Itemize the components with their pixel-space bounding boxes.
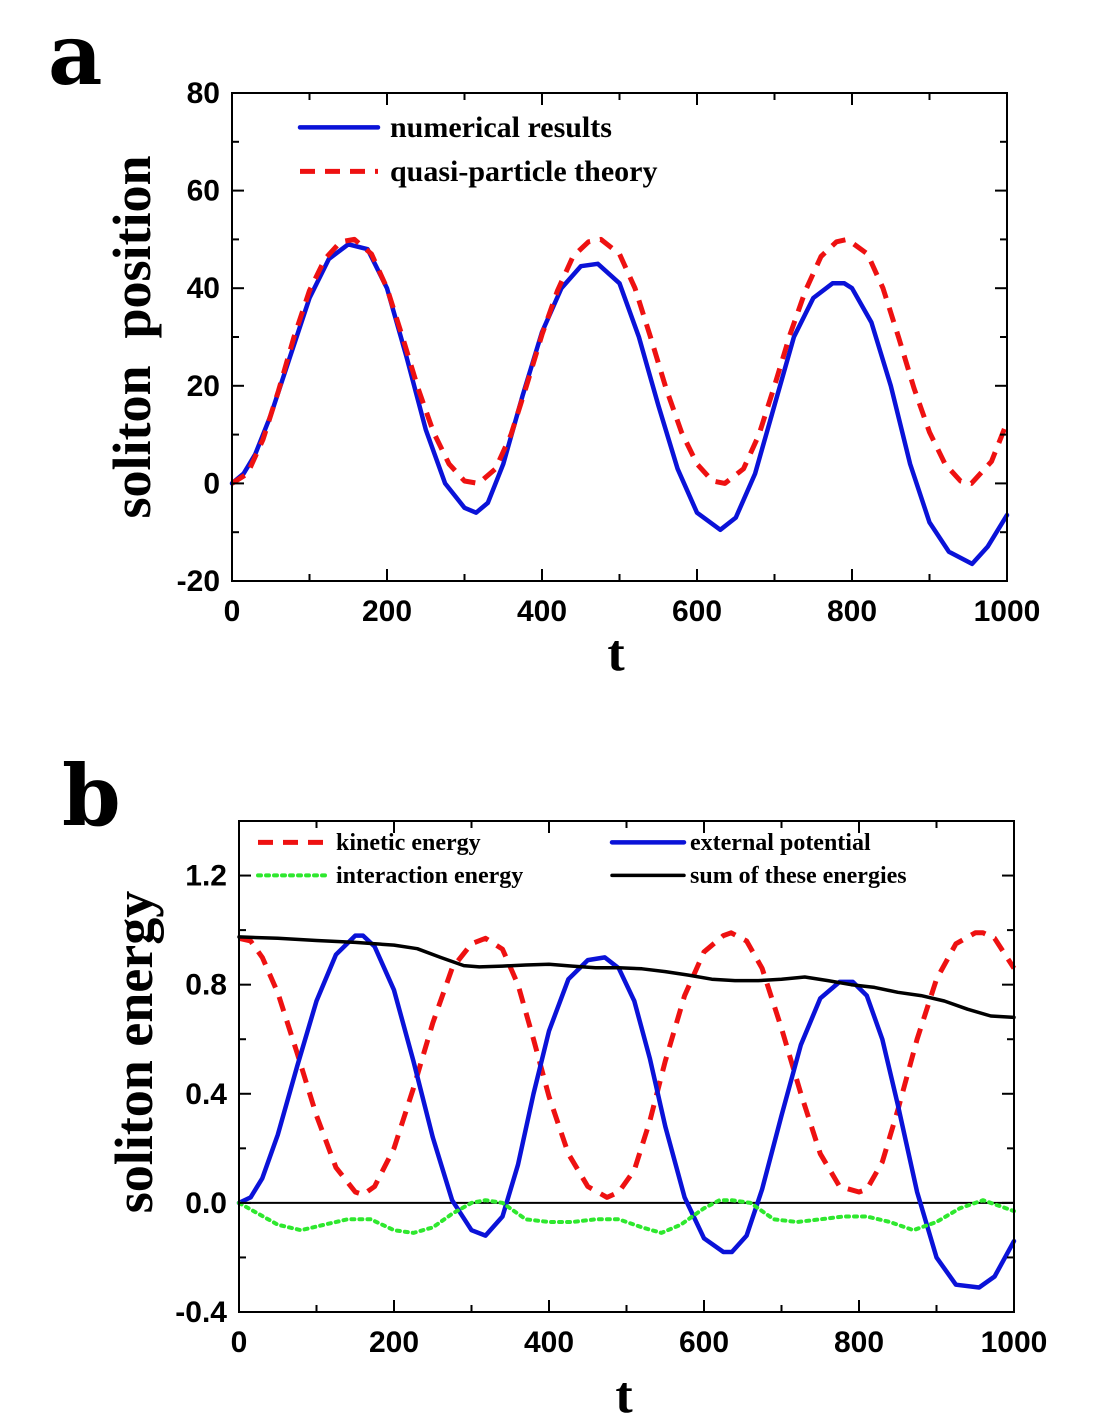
- panel-a-y-tick-label: 40: [187, 272, 220, 305]
- panel-b-legend-label: external potential: [690, 830, 871, 856]
- panel-a-y-axis-title: soliton position: [102, 155, 162, 518]
- panel-a-x-tick-label: 400: [517, 595, 567, 628]
- panel-b-series-interaction-energy: [237, 1198, 1016, 1235]
- panel-b-x-tick-label: 600: [679, 1326, 729, 1359]
- panel-a-y-tick-label: 0: [203, 467, 220, 500]
- panel-b-series-kinetic-energy: [238, 930, 1017, 1200]
- panel-b-x-tick-label: 400: [524, 1326, 574, 1359]
- panel-label-b: b: [62, 746, 121, 845]
- panel-b-series-sum-of-these-energies: [237, 935, 1016, 1020]
- panel-b-y-tick-label: 0.8: [185, 969, 227, 1002]
- panel-a-x-tick-label: 200: [362, 595, 412, 628]
- panel-b-y-tick-label: 0.0: [185, 1187, 227, 1220]
- panel-b-legend-label: kinetic energy: [336, 830, 481, 856]
- panel-a-series: [229, 236, 1010, 567]
- panel-b-y-tick-label: 0.4: [185, 1078, 227, 1111]
- panel-a-y-tick-label: 60: [187, 175, 220, 208]
- panel-b-x-tick-label: 800: [834, 1326, 884, 1359]
- panel-a-y-tick-label: -20: [177, 565, 220, 598]
- panel-a-x-tick-label: 0: [224, 595, 241, 628]
- panel-a-legend-label: numerical results: [390, 111, 612, 144]
- panel-b-x-tick-label: 200: [369, 1326, 419, 1359]
- panel-b-y-tick-label: 1.2: [185, 860, 227, 893]
- panel-a-x-tick-label: 1000: [974, 595, 1041, 628]
- panel-a-series-quasi-particle-theory: [230, 236, 1010, 486]
- panel-b: b 0 200 400 600 800 1000 -0.4 0.0 0.4 0.8 1.2 kine…: [62, 746, 1047, 1424]
- panel-a-x-tick-label: 600: [672, 595, 722, 628]
- panel-a-legend-label: quasi-particle theory: [390, 155, 657, 188]
- panel-b-y-tick-label: -0.4: [175, 1296, 227, 1329]
- panel-b-legend-label: sum of these energies: [690, 863, 907, 889]
- panel-a-x-tick-label: 800: [827, 595, 877, 628]
- panel-b-x-tick-label: 0: [231, 1326, 248, 1359]
- panel-b-series: [236, 930, 1017, 1290]
- panel-b-legend-label: interaction energy: [336, 863, 523, 889]
- panel-a-y-tick-label: 20: [187, 370, 220, 403]
- panel-a-x-axis-title: t: [607, 625, 625, 682]
- panel-b-x-tick-label: 1000: [981, 1326, 1048, 1359]
- panel-b-legend: kinetic energy external potential interact…: [256, 830, 907, 889]
- panel-a-y-tick-label: 80: [187, 77, 220, 110]
- panel-b-x-axis-title: t: [615, 1367, 633, 1424]
- panel-b-y-axis-title: soliton energy: [104, 891, 164, 1213]
- panel-b-series-external-potential: [236, 933, 1017, 1290]
- panel-label-a: a: [48, 5, 102, 104]
- panel-b-ticks: 0 200 400 600 800 1000 -0.4 0.0 0.4 0.8 1.2: [175, 821, 1047, 1359]
- panel-a-series-numerical-results: [229, 242, 1010, 567]
- panel-b-plot-frame: [238, 820, 1015, 1313]
- panel-a-legend: numerical results quasi-particle theory: [297, 111, 657, 188]
